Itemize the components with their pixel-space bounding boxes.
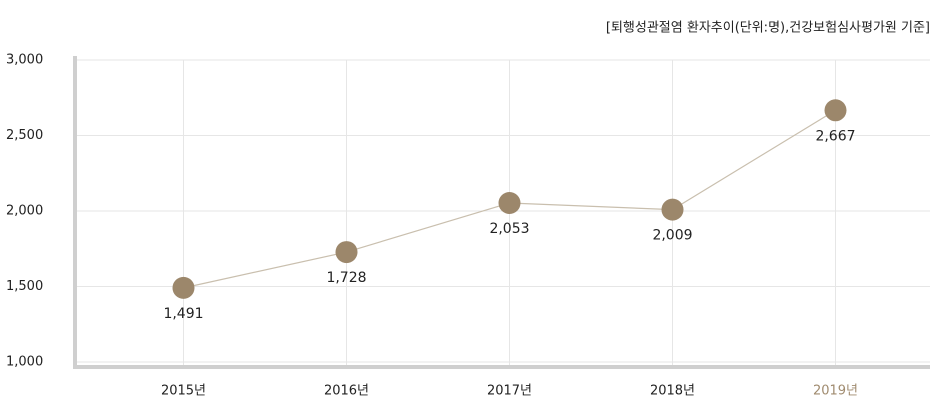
x-tick-label: 2017년 xyxy=(487,384,532,399)
data-label: 2,009 xyxy=(652,228,692,244)
y-tick-label: 1,000 xyxy=(6,355,43,370)
data-label: 1,491 xyxy=(163,306,203,322)
data-point xyxy=(661,198,684,221)
chart-title: [퇴행성관절염 환자추이(단위:명),건강보험심사평가원 기준] xyxy=(606,20,930,36)
data-label: 2,053 xyxy=(489,221,529,237)
data-label: 2,667 xyxy=(815,128,855,144)
y-tick-label: 1,500 xyxy=(6,279,43,294)
x-tick-label: 2019년 xyxy=(813,384,858,399)
x-tick-label: 2018년 xyxy=(650,384,695,399)
data-point xyxy=(498,191,521,214)
data-point xyxy=(172,276,195,299)
data-label: 1,728 xyxy=(326,270,366,286)
y-tick-label: 2,000 xyxy=(6,204,43,219)
x-tick-label: 2015년 xyxy=(161,384,206,399)
x-tick-label: 2016년 xyxy=(324,384,369,399)
y-tick-label: 3,000 xyxy=(6,53,43,68)
data-point xyxy=(335,241,358,264)
y-tick-label: 2,500 xyxy=(6,128,43,143)
data-point xyxy=(824,99,847,122)
